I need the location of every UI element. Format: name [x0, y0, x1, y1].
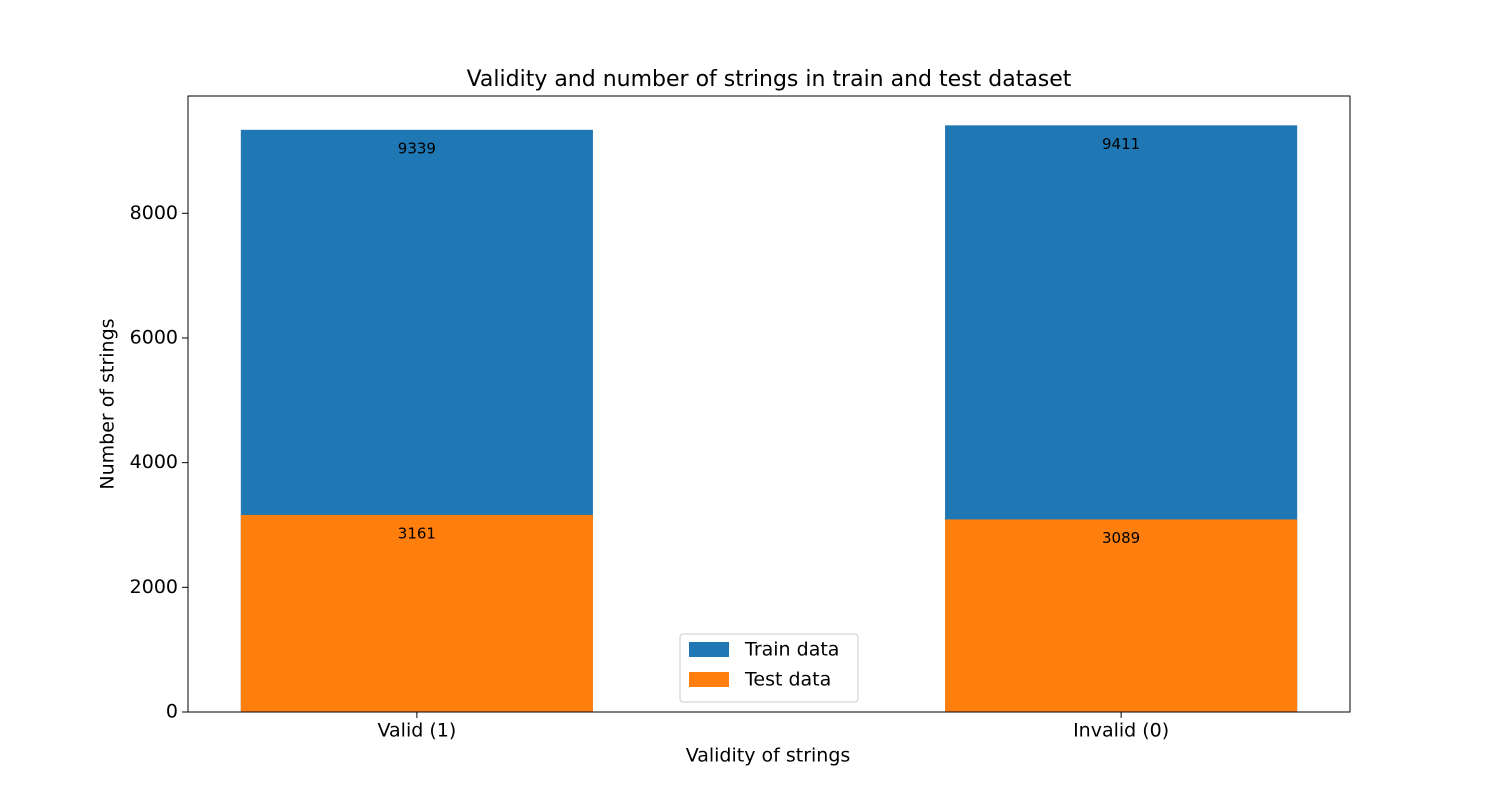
bar: [945, 519, 1298, 712]
data-label: 9339: [398, 139, 436, 157]
y-tick-label: 6000: [130, 326, 178, 348]
y-tick-label: 4000: [130, 451, 178, 473]
y-tick-label: 0: [166, 701, 178, 723]
data-label: 9411: [1102, 135, 1140, 153]
legend-swatch: [689, 672, 729, 687]
bar: [240, 514, 593, 712]
x-tick-label: Invalid (0): [1073, 720, 1169, 742]
legend-label: Train data: [744, 639, 839, 661]
y-tick-label: 8000: [130, 202, 178, 224]
x-axis-label: Validity of strings: [686, 745, 851, 767]
legend-label: Test data: [744, 669, 831, 691]
x-tick-label: Valid (1): [378, 720, 457, 742]
data-label: 3089: [1102, 529, 1140, 547]
chart-title: Validity and number of strings in train …: [467, 67, 1072, 92]
plot-frame: [187, 95, 1351, 713]
y-axis-label: Number of strings: [97, 318, 119, 489]
legend: Train data Test data: [679, 633, 859, 703]
y-tick-label: 2000: [130, 576, 178, 598]
legend-swatch: [689, 642, 729, 657]
data-label: 3161: [398, 524, 436, 542]
